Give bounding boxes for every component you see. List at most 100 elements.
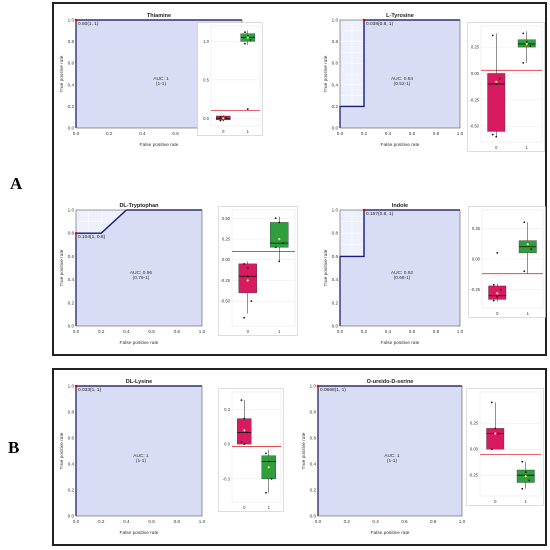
y-tick-label: 0.2 [68, 488, 75, 493]
x-tick-label: 0.2 [106, 131, 113, 136]
boxplot-point [491, 133, 494, 136]
best-threshold-point [74, 384, 78, 388]
boxplot-x-tick-label: 1 [278, 329, 281, 334]
y-tick-label: 0.0 [68, 324, 75, 329]
boxplot-point [219, 119, 222, 122]
x-tick-label: 1.0 [199, 519, 206, 524]
boxplot-point [490, 401, 493, 404]
y-tick-label: 0.0 [68, 126, 75, 131]
boxplot-point [492, 283, 495, 286]
x-tick-label: 0.8 [174, 329, 181, 334]
boxplot-point [267, 460, 270, 463]
x-tick-label: 0.0 [73, 519, 80, 524]
roc-area [76, 386, 202, 516]
boxplot-mean-marker [526, 242, 530, 246]
boxplot-point [528, 479, 531, 482]
plot-frame [317, 385, 463, 517]
boxplot-point [523, 221, 526, 224]
boxplot-x-tick-label: 0 [494, 499, 497, 504]
x-tick-label: 0.8 [433, 131, 440, 136]
y-tick-label: 0.0 [332, 126, 339, 131]
x-tick-label: 0.6 [172, 131, 179, 136]
x-axis-label: False positive rate [371, 530, 410, 536]
y-tick-label: 0.4 [68, 462, 75, 467]
boxplot-point [499, 288, 502, 291]
boxplot-x-tick-label: 1 [247, 129, 250, 134]
boxplot-box [238, 263, 257, 294]
x-tick-label: 0.4 [123, 329, 130, 334]
boxplot-point [498, 77, 501, 80]
boxplot-y-tick-label: -0.25 [469, 97, 479, 102]
boxplot-y-tick-label: -0.50 [469, 124, 479, 129]
boxplot-point [525, 40, 528, 43]
x-axis-label: False positive rate [381, 340, 420, 346]
boxplot-point [523, 270, 526, 273]
x-tick-label: 0.8 [174, 519, 181, 524]
y-tick-label: 0.2 [68, 104, 75, 109]
boxplot-mean-marker [495, 291, 499, 295]
auc-ci-label: (0.52-1) [394, 81, 411, 87]
boxplot-point [495, 135, 498, 138]
y-tick-label: 0.8 [310, 410, 317, 415]
boxplot-point [243, 443, 246, 446]
auc-label: AUC: 1 [384, 453, 400, 459]
boxplot-point [265, 491, 267, 494]
y-axis-label: True positive rate [323, 55, 329, 92]
boxplot-y-tick-label: -0.25 [468, 473, 478, 478]
auc-label: AUC: 1 [153, 76, 169, 82]
best-threshold-label: 0.038(0.8, 1) [366, 21, 394, 27]
boxplot-point [278, 221, 281, 224]
boxplot-point [219, 115, 222, 118]
y-tick-label: 0.8 [332, 231, 339, 236]
boxplot-point [491, 34, 494, 37]
y-axis-label: True positive rate [323, 249, 329, 286]
y-tick-label: 1.0 [332, 18, 339, 23]
chart-o-ureido-d-serine: O-ureido-D-serine 0.0668(1, 1) AUC: 1(1-1)… [301, 379, 466, 536]
auc-ci-label: (0.68-1) [394, 275, 411, 281]
boxplot-x-tick-label: 1 [526, 145, 529, 150]
boxplot-point [495, 83, 498, 85]
chart-title: DL-Lysine [126, 379, 152, 385]
boxplot-mean-marker [267, 465, 271, 469]
boxplot-x-tick-label: 1 [268, 505, 271, 510]
boxplot-point [240, 440, 243, 443]
roc-area [340, 210, 460, 326]
boxplot-y-tick-label: 0.00 [470, 447, 479, 452]
y-tick-label: 1.0 [68, 208, 75, 213]
roc-area [76, 210, 202, 326]
boxplot-plot-area [210, 25, 261, 127]
boxplot-y-tick-label: 0.50 [222, 216, 231, 221]
boxplot-x-tick-label: 1 [525, 499, 528, 504]
x-tick-label: 0.6 [401, 519, 408, 524]
x-tick-label: 0.4 [385, 131, 392, 136]
x-tick-label: 0.2 [361, 131, 368, 136]
x-tick-label: 0.8 [433, 329, 440, 334]
chart-title: L-Tyrosine [386, 13, 414, 19]
boxplot-mean-marker [277, 237, 281, 241]
boxplot-mean-marker [246, 36, 250, 39]
x-tick-label: 0.0 [73, 131, 80, 136]
boxplot-point [246, 35, 249, 37]
boxplot-box [487, 73, 506, 132]
y-tick-label: 0.0 [310, 514, 317, 519]
best-threshold-point [362, 18, 366, 22]
boxplot-point [246, 108, 249, 110]
boxplot-point [274, 217, 277, 220]
y-axis-label: True positive rate [301, 432, 307, 469]
best-threshold-label: 0.033(1, 1) [78, 387, 102, 393]
x-tick-label: 0.0 [73, 329, 80, 334]
boxplot-x-tick-label: 1 [527, 311, 530, 316]
boxplot-point [490, 448, 493, 451]
boxplot-point [522, 32, 525, 35]
x-tick-label: 0.4 [385, 329, 392, 334]
best-threshold-label: 0.157(0.8, 1) [366, 211, 394, 217]
auc-ci-label: (1-1) [387, 458, 398, 464]
boxplot-x-tick-label: 0 [247, 329, 250, 334]
boxplot-y-tick-label: 0.0 [203, 116, 209, 121]
x-tick-label: 1.0 [459, 519, 466, 524]
x-tick-label: 1.0 [199, 329, 206, 334]
boxplot-dl-tryptophan: 0.50 0.25 0.00 -0.25 -0.50 0 1 [218, 206, 298, 336]
boxplot-point [281, 242, 284, 245]
y-tick-label: 0.2 [332, 104, 339, 109]
boxplot-x-tick-label: 0 [243, 505, 246, 510]
